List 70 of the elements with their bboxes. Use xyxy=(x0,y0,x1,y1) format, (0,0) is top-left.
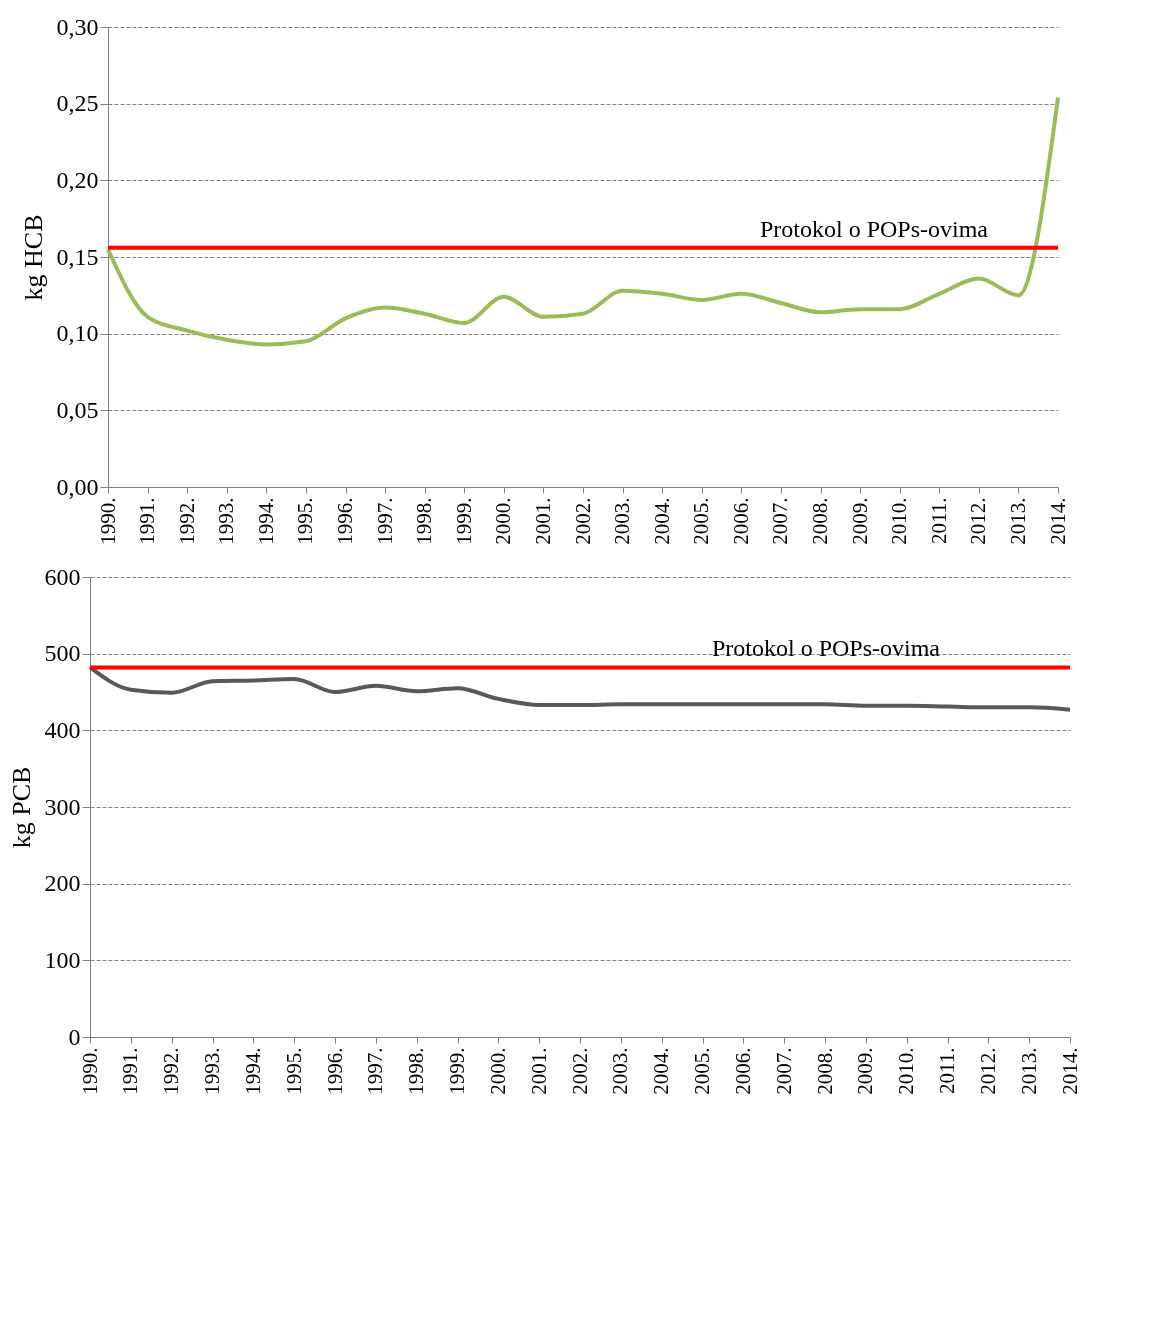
y-tick-label: 100 xyxy=(44,946,81,973)
y-tick-label: 0,05 xyxy=(56,396,99,423)
x-tick-label: 1999. xyxy=(451,497,476,545)
x-tick-label: 1995. xyxy=(281,1047,306,1095)
x-tick-label: 1990. xyxy=(77,1047,102,1095)
x-tick-label: 2008. xyxy=(812,1047,837,1095)
x-tick-label: 2014. xyxy=(1057,1047,1082,1095)
y-tick-label: 0,30 xyxy=(56,13,99,40)
x-tick-label: 2013. xyxy=(1016,1047,1041,1095)
y-tick-label: 0,10 xyxy=(56,320,99,347)
x-tick-label: 1993. xyxy=(200,1047,224,1095)
x-tick-label: 2000. xyxy=(485,1047,510,1095)
x-tick-label: 2004. xyxy=(649,497,674,545)
x-tick-label: 1998. xyxy=(404,1047,429,1095)
x-tick-label: 2007. xyxy=(771,1047,796,1095)
y-tick-label: 400 xyxy=(44,716,81,743)
x-tick-label: 2014. xyxy=(1045,497,1070,545)
x-tick-label: 1992. xyxy=(159,1047,184,1095)
x-tick-label: 2009. xyxy=(847,497,872,545)
x-tick-label: 2006. xyxy=(728,497,753,545)
x-tick-label: 2001. xyxy=(530,497,555,545)
x-tick-label: 1997. xyxy=(363,1047,388,1095)
x-tick-label: 1994. xyxy=(240,1047,265,1095)
y-tick-label: 0,15 xyxy=(56,243,99,270)
y-tick-label: 0,25 xyxy=(56,90,99,117)
y-tick-label: 0,20 xyxy=(56,166,99,193)
x-tick-label: 2002. xyxy=(570,497,595,545)
x-tick-label: 1996. xyxy=(333,497,357,545)
x-tick-label: 2011. xyxy=(935,1047,959,1094)
x-tick-label: 2004. xyxy=(649,1047,674,1095)
x-tick-label: 1993. xyxy=(214,497,239,545)
x-tick-label: 2009. xyxy=(853,1047,878,1095)
x-tick-label: 1997. xyxy=(372,497,397,545)
x-tick-label: 2010. xyxy=(894,1047,919,1095)
y-axis-title: kg HCB xyxy=(18,214,48,301)
x-tick-label: 2005. xyxy=(689,497,714,545)
line-series xyxy=(106,95,1060,347)
x-tick-label: 2007. xyxy=(768,497,793,545)
x-tick-label: 2005. xyxy=(690,1047,714,1095)
line-series xyxy=(88,665,1072,712)
x-tick-label: 2012. xyxy=(975,1047,1000,1095)
x-tick-label: 2002. xyxy=(567,1047,592,1095)
y-tick-label: 200 xyxy=(44,870,81,897)
x-tick-label: 2000. xyxy=(491,497,516,545)
x-tick-label: 2012. xyxy=(966,497,991,545)
x-tick-label: 1998. xyxy=(412,497,437,545)
y-axis-title: kg PCB xyxy=(6,766,36,849)
x-tick-label: 2003. xyxy=(610,497,635,545)
x-tick-label: 1991. xyxy=(135,497,160,545)
x-tick-label: 1996. xyxy=(322,1047,347,1095)
x-tick-label: 1995. xyxy=(293,497,318,545)
x-tick-label: 2006. xyxy=(730,1047,755,1095)
x-tick-label: 2011. xyxy=(926,497,951,544)
y-tick-label: 0 xyxy=(68,1023,81,1050)
y-tick-label: 600 xyxy=(44,563,81,590)
x-tick-label: 2008. xyxy=(808,497,832,545)
y-tick-label: 0,00 xyxy=(56,473,99,500)
y-tick-label: 300 xyxy=(44,793,81,820)
x-tick-label: 1992. xyxy=(174,497,199,545)
x-tick-label: 2010. xyxy=(887,497,912,545)
x-tick-label: 2001. xyxy=(526,1047,551,1095)
y-tick-label: 500 xyxy=(44,640,81,667)
x-tick-label: 2003. xyxy=(608,1047,633,1095)
x-tick-label: 1994. xyxy=(253,497,278,545)
x-tick-label: 1991. xyxy=(118,1047,143,1095)
ref-line-label: Protokol o POPs-ovima xyxy=(711,635,941,662)
x-tick-label: 1999. xyxy=(445,1047,469,1095)
x-tick-label: 1990. xyxy=(95,497,120,545)
ref-line-label: Protokol o POPs-ovima xyxy=(759,215,989,242)
x-tick-label: 2013. xyxy=(1005,497,1030,545)
